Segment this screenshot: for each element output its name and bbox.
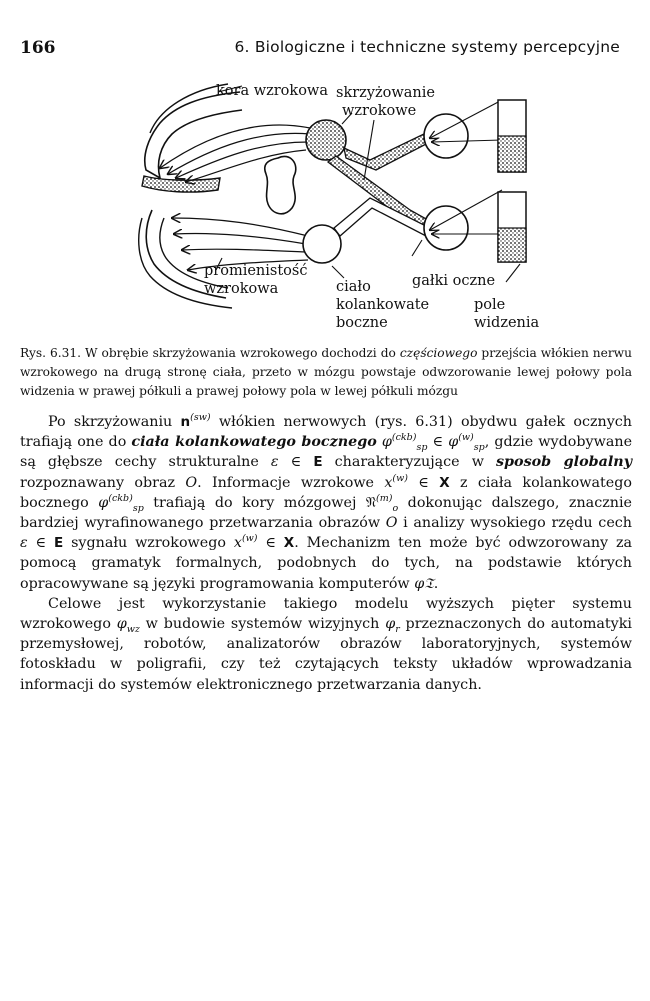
label-optic-chiasm-2: wzrokowe [342,103,417,119]
math-sub: sp [416,442,428,454]
cortex-upper-shaded [141,175,221,193]
math-period: . [433,575,439,592]
lgn-upper [305,119,347,161]
math-eps: ε [20,535,28,552]
p1-text: charakteryzujące w [322,454,496,471]
paragraph-2: Celowe jest wykorzystanie takiego modelu… [20,594,632,695]
math-phi: φ [385,616,396,633]
caption-text-b: przejścia włókien nerwu wzrokowego na dr… [20,346,632,398]
p1-text: , gdzie wydobywane są głębsze cechy stru… [20,434,633,471]
p1-text: dokonując dalszego, znacznie bardziej wy… [20,494,632,532]
visual-field-lower [497,191,527,263]
math-O: O [385,515,398,532]
label-lgn-3: boczne [336,315,388,331]
math-X: X [439,474,450,491]
label-visual-field-2: widzenia [474,315,540,331]
math-sup: (m) [376,493,393,505]
label-optic-radiation-2: wzrokowa [204,281,279,297]
math-in: ∈ [35,535,47,552]
label-optic-radiation-1: promienistość [204,263,308,279]
cortex-upper [144,91,243,180]
label-eyeballs: gałki oczne [412,273,496,289]
eye-upper [423,113,469,159]
caption-text-italic: częściowego [399,346,478,360]
label-optic-chiasm-1: skrzyżowanie [336,85,435,101]
math-sup: (sw) [190,412,211,424]
p2-text: przeznaczonych do automatyki przemysłowe… [20,616,632,693]
p1-text: i analizy wysokiego rzędu cech [397,515,632,532]
p1-emph: sposob globalny [496,454,633,471]
math-sup: (ckb) [391,432,417,444]
math-n: n [180,414,191,430]
math-sup: (w) [392,472,408,484]
label-lgn-2: kolankowate [336,297,430,313]
eye-lower [423,205,469,251]
math-sub: sp [132,502,144,514]
math-phi: φ [381,434,392,451]
p1-text: sygnału wzrokowego [63,535,234,552]
p1-text: . Mechanizm ten może być odwzorowany za … [20,535,633,592]
math-sup: (w) [241,533,258,545]
p2-text: w budowie systemów wizyjnych [139,616,386,633]
paragraph-1: Po skrzyżowaniu n(sw) włókien nerwowych … [20,412,632,594]
math-phi: φ [98,494,109,511]
body-text: Po skrzyżowaniu n(sw) włókien nerwowych … [20,412,632,695]
math-sup: (w) [458,432,474,444]
p2-text: Celowe jest wykorzystanie takiego modelu… [20,595,632,633]
math-in: ∈ [432,434,444,451]
optic-tract-shaded-2 [343,133,431,171]
label-lgn-1: ciało [336,279,371,295]
math-X: X [283,535,295,552]
visual-pathway-diagram [138,83,527,309]
p1-emph: ciała kolankowatego bocznego [131,434,377,451]
math-N: 𝔑 [365,494,377,511]
label-visual-cortex: kora wzrokowa [216,83,328,99]
p1-text: trafiają do kory mózgowej [143,494,366,511]
math-E: E [54,535,64,552]
math-phi: φ [116,616,127,633]
math-sup: (ckb) [108,493,133,505]
math-x: x [384,474,393,491]
math-O: O [185,474,198,491]
figure-visual-pathway: kora wzrokowa skrzyżowanie wzrokowe prom… [130,78,540,338]
math-in: ∈ [265,535,276,552]
math-E: E [313,454,323,471]
page-number: 166 [20,38,56,58]
math-sub: o [392,502,399,514]
p1-text: z ciała kolankowatego bocznego [20,474,632,511]
math-in: ∈ [418,474,429,491]
math-eps: ε [270,454,279,471]
lgn-lower [302,224,342,264]
midbrain-blob [263,155,297,215]
math-sub: sp [473,442,485,454]
visual-field-upper [497,99,527,173]
math-phi-frak: φ𝔗 [414,575,434,592]
cortex-lower [145,209,227,299]
math-sub: wz [126,623,140,635]
math-sub: r [395,623,400,635]
p1-text: włókien nerwowych (rys. 6.31) obydwu gał… [20,414,632,451]
math-x: x [233,535,242,552]
math-in: ∈ [290,454,302,471]
p1-text: rozpoznawany obraz [20,474,186,491]
figure-caption: Rys. 6.31. W obrębie skrzyżowania wzroko… [20,344,632,401]
p1-text: Po skrzyżowaniu [48,414,181,430]
label-visual-field-1: pole [474,297,506,313]
caption-text-a: W obrębie skrzyżowania wzrokowego dochod… [81,346,400,360]
p1-text: . Informacje wzrokowe [197,474,385,491]
caption-label: Rys. 6.31. [20,346,81,360]
running-title: 6. Biologiczne i techniczne systemy perc… [234,38,620,56]
page-header: 166 6. Biologiczne i techniczne systemy … [20,38,620,62]
math-phi: φ [448,434,459,451]
